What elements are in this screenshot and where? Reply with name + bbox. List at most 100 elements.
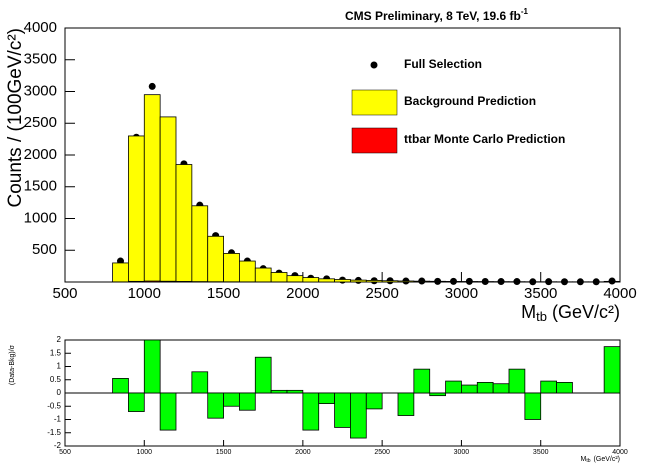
hist-bar [143,94,161,283]
hist-bar [239,260,256,283]
ratio-x-label-sub: tb [586,458,590,464]
hist-bar [239,392,256,411]
hist-bar [159,392,177,431]
hist-bar [128,392,145,412]
hist-bar [159,280,177,283]
hist-bar [524,392,542,420]
hist-bar [302,277,320,283]
hist-bar [492,383,510,394]
hist-bar [159,116,177,283]
hist-bar [365,392,383,410]
hist-bar [207,235,224,283]
y-tick-label: 3000 [24,82,57,99]
hist-bar [413,368,431,394]
hist-bar [461,384,478,394]
x-tick-label: 2000 [286,285,319,302]
hist-bar [556,381,573,394]
hist-bar [365,280,383,283]
title-sup: -1 [521,7,529,16]
ratio-x-axis-label: Mtb (GeV/c²) [581,456,620,464]
hist-bar [207,392,224,419]
legend-label: Full Selection [404,57,482,71]
hist-bar [445,281,462,283]
hist-bar [191,205,209,283]
chart-title: CMS Preliminary, 8 TeV, 19.6 fb-1 [345,7,529,23]
x-tick-label: 3000 [445,285,478,302]
x-label-main: M [521,302,536,322]
x-axis-label: Mtb (GeV/c²) [521,302,620,325]
x-tick-label: 500 [59,449,71,456]
ratio-x-label-unit: (GeV/c²) [594,456,620,463]
x-tick-label: 3000 [454,449,470,456]
y-tick-label: 1.5 [50,348,62,357]
hist-bar [318,392,335,405]
y-tick-label: -2 [54,441,62,450]
y-tick-label: 1000 [24,209,57,226]
y-tick-label: 2 [57,335,62,344]
hist-bar [302,392,320,431]
legend-label: ttbar Monte Carlo Prediction [404,132,565,146]
hist-bar [254,267,272,283]
hist-bar [270,389,288,394]
x-tick-label: 1000 [128,285,161,302]
hist-bar [476,381,494,394]
y-tick-label: 3500 [24,51,57,68]
x-tick-label: 1000 [136,449,152,456]
y-tick-label: 2500 [24,114,57,131]
hist-bar [191,371,209,394]
x-tick-label: 3500 [533,449,549,456]
hist-bar [270,272,288,283]
hist-bar [429,392,446,397]
hist-bar [540,380,557,394]
legend-label: Background Prediction [404,94,536,108]
hist-bar [128,280,145,283]
x-tick-label: 1500 [216,449,232,456]
hist-bar [397,280,415,283]
hist-bar [350,392,367,439]
hist-bar [429,280,446,283]
hist-bar [175,164,193,283]
x-tick-label: 500 [52,285,77,302]
x-tick-label: 2500 [365,285,398,302]
x-tick-label: 3500 [524,285,557,302]
x-tick-label: 2500 [374,449,390,456]
y-tick-label: 0 [57,388,62,397]
x-tick-label: 2000 [295,449,311,456]
y-tick-label: 2000 [24,146,57,163]
hist-bar [603,346,621,394]
hist-bar [461,281,478,283]
x-tick-label: 1500 [207,285,240,302]
y-tick-label: -1.5 [47,428,61,437]
hist-bar [143,280,161,283]
hist-bar [445,380,462,394]
hist-bar [350,279,367,283]
hist-bar [128,135,145,283]
hist-bar [286,275,304,283]
hist-bar [112,378,129,394]
y-tick-label: 1 [57,362,62,371]
x-label-unit: (GeV/c²) [552,302,620,322]
hist-bar [334,279,351,283]
hist-bar [223,253,240,283]
y-axis-label: Counts / (100GeV/c²) [5,28,26,208]
hist-bar [318,278,335,283]
hist-bar [223,392,240,407]
hist-bar [413,280,431,283]
title-text: CMS Preliminary, 8 TeV, 19.6 fb [345,9,521,23]
y-tick-label: -0.5 [47,401,61,410]
x-tick-label: 4000 [603,285,636,302]
ratio-y-axis-label: (Data-Bkg)/σ [9,344,16,385]
x-tick-label: 4000 [612,449,628,456]
hist-bar [381,280,399,283]
x-label-sub: tb [536,309,547,324]
hist-bar [286,389,304,394]
y-tick-label: 4000 [24,19,57,36]
y-tick-label: 0.5 [50,375,62,384]
data-point [148,82,156,90]
legend-marker [370,61,378,69]
legend-swatch [351,89,398,116]
hist-bar [143,339,161,394]
